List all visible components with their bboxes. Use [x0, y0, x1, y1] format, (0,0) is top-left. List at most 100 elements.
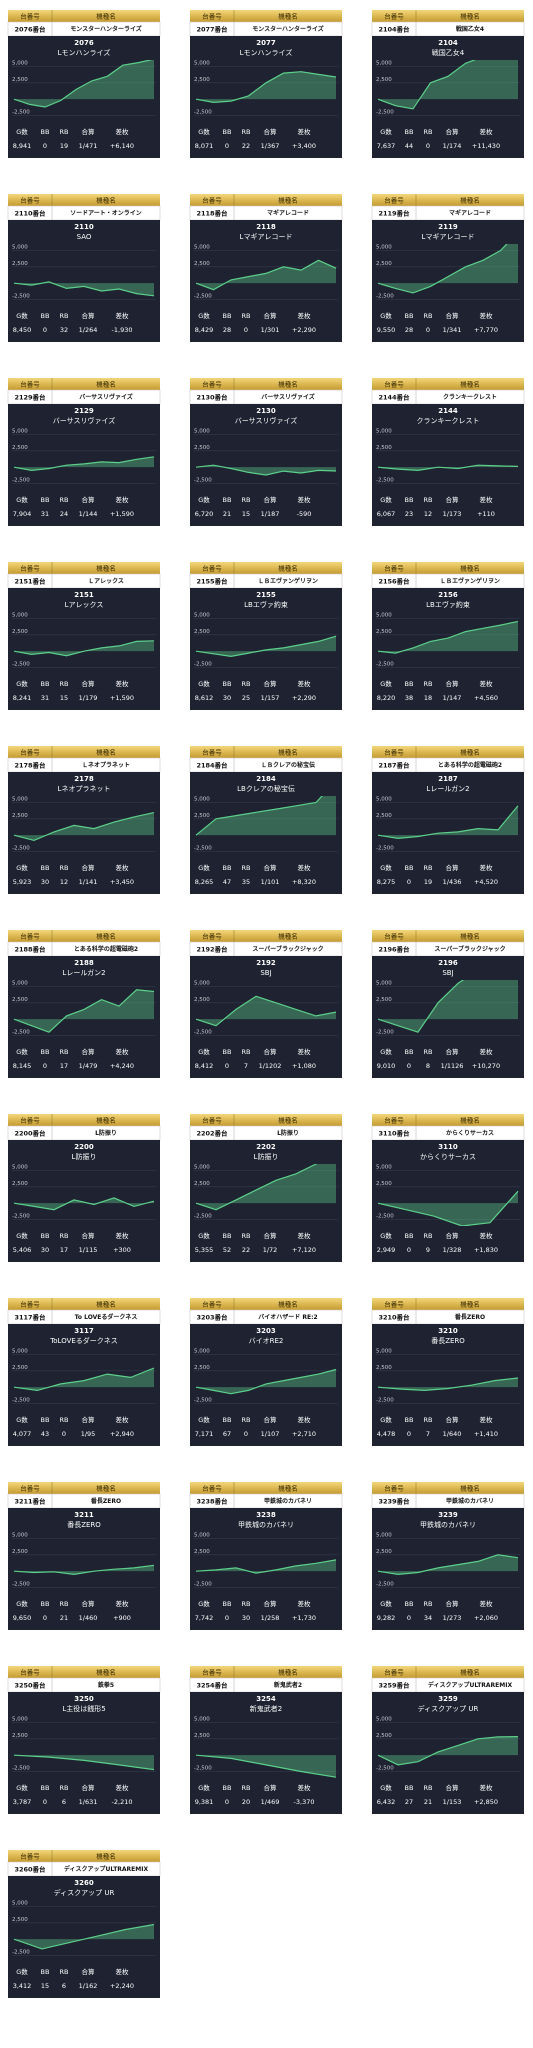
stat-value: +11,430 [472, 142, 500, 150]
machine-name: L防振り [254, 1152, 279, 1161]
model-name: 甲鉄城のカバネリ [446, 1497, 494, 1505]
model-name: マギアレコード [267, 209, 309, 217]
stat-label: BB [405, 496, 414, 504]
stat-value: 7,904 [13, 510, 32, 518]
stat-value: 5,406 [13, 1246, 32, 1254]
machine-name: L防振り [72, 1152, 97, 1161]
machine-name: LBエヴァ約束 [426, 600, 470, 609]
chart-panel [190, 36, 342, 158]
y-tick-label: 2,500 [376, 813, 392, 819]
header-label: 機種名 [96, 564, 116, 573]
stat-label: 差枚 [480, 1599, 494, 1608]
stat-value: 12 [424, 510, 432, 518]
header-bar [190, 930, 342, 942]
y-tick-label: -2,500 [376, 109, 394, 115]
stat-label: RB [60, 312, 69, 320]
stat-label: RB [242, 680, 251, 688]
y-tick-label: 2,500 [194, 997, 210, 1003]
stat-label: RB [242, 1232, 251, 1240]
chart-panel [190, 220, 342, 342]
balance-line [377, 60, 476, 110]
stat-value: 1/479 [79, 1062, 98, 1070]
stat-value: 30 [41, 878, 49, 886]
chart-panel [8, 404, 160, 526]
area-fill [378, 244, 518, 293]
balance-line [13, 989, 155, 1033]
stat-label: RB [60, 864, 69, 872]
y-tick-label: 2,500 [12, 629, 28, 635]
area-fill [14, 1197, 154, 1210]
chart-plot [377, 244, 518, 294]
stat-label: 合算 [82, 863, 96, 872]
stat-label: 合算 [446, 127, 460, 136]
machine-name: Lレールガン2 [426, 784, 469, 793]
stat-label: G数 [380, 495, 392, 504]
stat-label: 合算 [82, 1599, 96, 1608]
machine-no: 3210 [438, 1327, 458, 1335]
stat-value: 1/95 [81, 1430, 96, 1438]
stat-label: BB [223, 1600, 232, 1608]
machine-no: 3211 [74, 1511, 94, 1519]
machine-no: 2144 [438, 407, 458, 415]
stat-label: 合算 [264, 127, 278, 136]
machine-name: LBクレアの秘宝伝 [237, 784, 295, 793]
stat-value: 0 [225, 1062, 229, 1070]
lot-number: 2144番台 [378, 393, 410, 402]
model-name: 戦国乙女4 [456, 25, 484, 33]
stat-value: 28 [405, 326, 413, 334]
stat-value: 30 [242, 1614, 250, 1622]
machine-name: 番長ZERO [431, 1337, 465, 1345]
stat-label: 差枚 [116, 1599, 130, 1608]
header-label: 台番号 [202, 1300, 222, 1309]
area-fill [14, 456, 154, 471]
y-tick-label: 5,000 [12, 1717, 28, 1723]
model-name: ディスクアップULTRAREMIX [428, 1681, 513, 1689]
header-label: 機種名 [278, 1116, 298, 1125]
stat-label: 合算 [264, 1047, 278, 1056]
stat-value: 8,220 [377, 694, 396, 702]
machine-name: 番長ZERO [67, 1521, 101, 1529]
stat-value: 12 [60, 878, 68, 886]
stat-label: RB [60, 128, 69, 136]
y-tick-label: -2,500 [194, 477, 212, 483]
stat-label: RB [242, 128, 251, 136]
balance-line [377, 620, 519, 654]
stat-label: G数 [198, 1783, 210, 1792]
stat-value: 30 [223, 694, 231, 702]
chart-panel [190, 1324, 342, 1446]
y-tick-label: 5,000 [194, 1165, 210, 1171]
chart-plot [195, 635, 337, 658]
stat-value: 0 [407, 1246, 411, 1254]
stat-value: +8,320 [292, 878, 316, 886]
stat-label: BB [41, 1968, 50, 1976]
header-label: 機種名 [460, 1116, 480, 1125]
stat-label: RB [242, 312, 251, 320]
chart-panel [8, 1324, 160, 1446]
machine-card: 台番号 機種名 3203番台 バイオハザード RE:2 3203 バイオRE2 5,000 2… [189, 1298, 343, 1446]
stat-label: G数 [380, 679, 392, 688]
stat-value: 1/179 [79, 694, 98, 702]
header-bar [372, 378, 524, 390]
lot-number: 3250番台 [14, 1681, 46, 1690]
stat-value: 8,241 [13, 694, 32, 702]
stat-value: 0 [43, 326, 47, 334]
balance-line [13, 60, 153, 108]
header-bar [372, 194, 524, 206]
y-tick-label: -2,500 [194, 1029, 212, 1035]
stat-value: 0 [407, 878, 411, 886]
stat-value: +1,590 [110, 694, 134, 702]
area-fill [196, 260, 336, 290]
model-name: Ｌアレックス [88, 577, 124, 585]
stat-label: 合算 [264, 679, 278, 688]
stat-label: 差枚 [480, 311, 494, 320]
stat-value: 35 [242, 878, 250, 886]
stat-label: BB [223, 312, 232, 320]
lot-number: 2151番台 [14, 577, 46, 586]
machine-card: 台番号 機種名 3117番台 To LOVEるダークネス 3117ToLOVEるダークネ… [7, 1298, 161, 1446]
header-bar [372, 930, 524, 942]
stat-value: 5,355 [195, 1246, 214, 1254]
header-bar [8, 378, 160, 390]
stat-value: 9,381 [195, 1798, 214, 1806]
stat-value: 7,742 [195, 1614, 214, 1622]
header-label: 機種名 [96, 1668, 116, 1677]
